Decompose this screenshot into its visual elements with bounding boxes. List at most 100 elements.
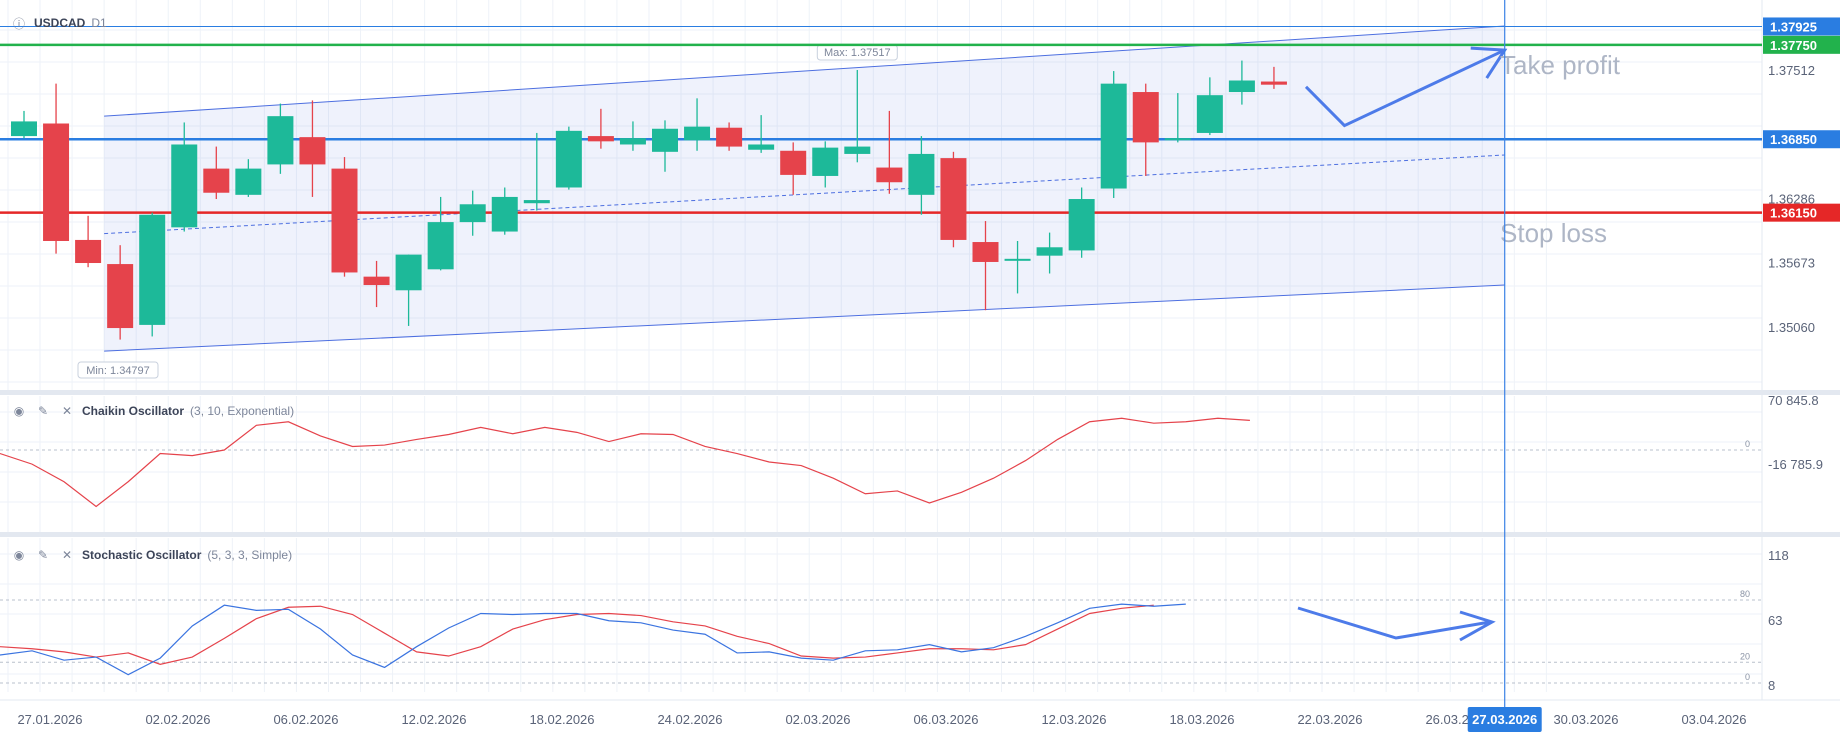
stochastic-level-label: 80 <box>1740 589 1750 599</box>
price-level-badge-label: 1.37750 <box>1770 38 1817 53</box>
eye-icon[interactable]: ◉ <box>13 404 25 418</box>
price-level-badge-label: 1.36150 <box>1770 206 1817 221</box>
candle-body <box>652 128 678 152</box>
indicator-params: (5, 3, 3, Simple) <box>207 548 293 562</box>
eye-icon[interactable]: ◉ <box>13 548 25 562</box>
pane-separator <box>0 390 1840 395</box>
price-level-badge <box>1763 35 1840 54</box>
candle-body <box>1260 81 1287 85</box>
candle-body <box>235 168 262 195</box>
price-level-badge-label: 1.36850 <box>1770 132 1817 147</box>
candle-body <box>171 144 198 228</box>
symbol-label: USDCAD <box>34 16 86 30</box>
candle-body <box>1164 138 1191 141</box>
candle-body <box>812 147 839 176</box>
stochastic-legend: ◉ ✎ ✕ Stochastic Oscillator (5, 3, 3, Si… <box>10 546 292 564</box>
indicator-name: Chaikin Oscillator <box>82 404 185 418</box>
chaikin-zero-label: 0 <box>1745 439 1750 449</box>
close-icon[interactable]: ✕ <box>61 548 73 562</box>
price-level-badge <box>1763 203 1840 222</box>
candle-body <box>748 144 775 150</box>
candle-body <box>1228 80 1255 93</box>
time-tick-label: 27.01.2026 <box>17 712 82 727</box>
stochastic-arrow-head <box>1459 610 1496 642</box>
candle-body <box>267 116 294 165</box>
candle-body <box>587 136 614 142</box>
price-level-badge <box>1763 17 1840 36</box>
candle-body <box>43 123 70 241</box>
pane-separator <box>0 532 1840 537</box>
candle-body <box>1196 95 1223 133</box>
time-tick-label: 12.03.2026 <box>1041 712 1106 727</box>
time-tick-label: 06.02.2026 <box>273 712 338 727</box>
symbol-legend: ⓘ USDCAD D1 <box>10 14 107 32</box>
projection-arrow <box>1304 48 1506 128</box>
stochastic-tick-label: 8 <box>1768 678 1775 693</box>
close-icon[interactable]: ✕ <box>61 404 73 418</box>
cursor-date-label: 27.03.2026 <box>1472 712 1537 727</box>
min-label-box <box>77 361 159 379</box>
candle-body <box>1132 92 1159 143</box>
take-profit-label: Take profit <box>1500 50 1621 80</box>
time-tick-label: 03.04.2026 <box>1681 712 1746 727</box>
time-tick-label: 18.02.2026 <box>529 712 594 727</box>
chaikin-line <box>0 417 1250 508</box>
candle-body <box>491 196 518 232</box>
chaikin-legend: ◉ ✎ ✕ Chaikin Oscillator (3, 10, Exponen… <box>10 402 294 420</box>
candle-body <box>107 264 134 329</box>
candle-body <box>1100 83 1127 189</box>
candle-body <box>139 214 166 325</box>
stochastic-projection-arrow <box>1297 606 1491 640</box>
time-tick-label: 02.03.2026 <box>785 712 850 727</box>
chaikin-tick-label: -16 785.9 <box>1768 457 1823 472</box>
wrench-icon[interactable]: ✎ <box>37 404 49 418</box>
wrench-icon[interactable]: ✎ <box>37 548 49 562</box>
candle-body <box>1036 247 1063 256</box>
candle-body <box>395 254 422 291</box>
price-tick-label: 1.37512 <box>1768 63 1815 78</box>
candle-body <box>523 200 550 204</box>
candle-body <box>908 153 935 195</box>
candle-body <box>331 168 358 273</box>
candle-body <box>299 137 326 165</box>
time-tick-label: 12.02.2026 <box>401 712 466 727</box>
channel-lower-line <box>104 284 1505 352</box>
stochastic-tick-label: 63 <box>1768 613 1782 628</box>
price-tick-label: 1.35060 <box>1768 320 1815 335</box>
time-tick-label: 30.03.2026 <box>1553 712 1618 727</box>
stop-loss-label: Stop loss <box>1500 218 1607 248</box>
stochastic-tick-label: 118 <box>1768 548 1789 563</box>
time-tick-label: 22.03.2026 <box>1297 712 1362 727</box>
candle-body <box>11 121 37 137</box>
candle-body <box>427 222 454 270</box>
candle-body <box>1004 258 1031 261</box>
time-tick-label: 02.02.2026 <box>145 712 210 727</box>
candle-body <box>876 167 903 183</box>
candle-body <box>780 150 807 175</box>
min-label: Min: 1.34797 <box>86 365 150 377</box>
time-tick-label: 18.03.2026 <box>1169 712 1234 727</box>
stochastic-k-line <box>0 603 1186 676</box>
candle-body <box>555 130 582 188</box>
candle-body <box>75 239 102 264</box>
stochastic-d-line <box>0 604 1154 665</box>
time-tick-label: 24.02.2026 <box>657 712 722 727</box>
candle-body <box>1068 199 1095 251</box>
cursor-date-badge <box>1467 707 1542 732</box>
price-tick-label: 1.36286 <box>1768 191 1815 206</box>
candle-body <box>684 126 711 141</box>
price-level-badge-label: 1.37925 <box>1770 19 1817 34</box>
timeframe-label: D1 <box>91 16 107 30</box>
candle-body <box>940 158 967 240</box>
max-label: Max: 1.37517 <box>824 47 891 59</box>
candle-body <box>972 242 999 262</box>
info-icon[interactable]: ⓘ <box>12 16 25 31</box>
candle-body <box>203 168 230 193</box>
candle-body <box>716 127 743 147</box>
stochastic-level-label: 0 <box>1745 672 1750 682</box>
candle-body <box>619 138 646 145</box>
indicator-params: (3, 10, Exponential) <box>190 404 295 418</box>
price-level-badge <box>1763 130 1840 149</box>
